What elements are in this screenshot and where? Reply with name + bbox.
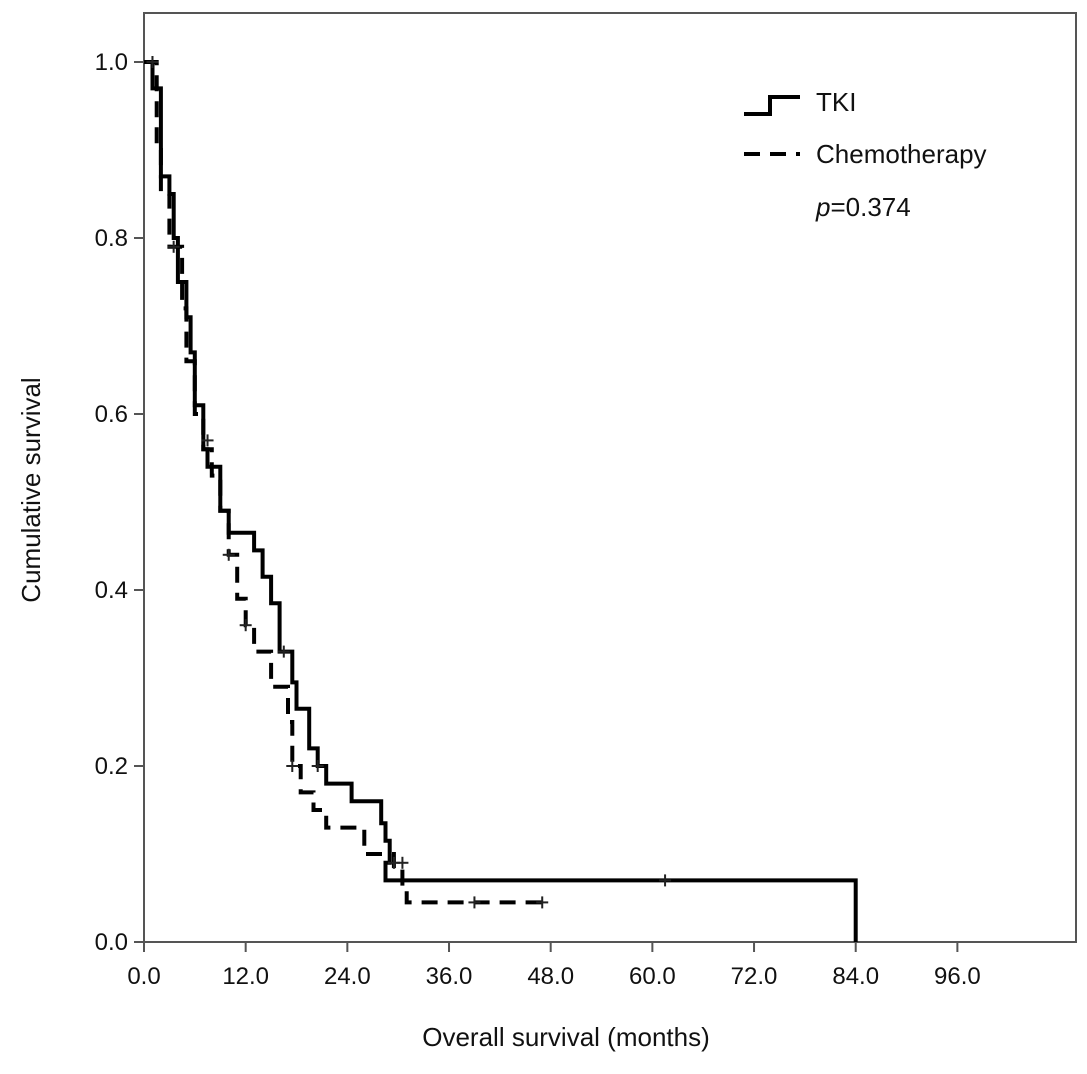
x-tick-label: 24.0 (324, 963, 371, 990)
series-line-chemotherapy (144, 60, 543, 905)
censor-mark-chemotherapy (201, 434, 214, 447)
x-axis: 0.0 12.0 24.0 36.0 48.0 60.0 72.0 84.0 96.0 (127, 942, 981, 990)
y-tick-label: 0.2 (95, 753, 128, 780)
x-tick-label: 12.0 (222, 963, 269, 990)
x-tick-label: 96.0 (934, 963, 981, 990)
x-axis-title: Overall survival (months) (422, 1022, 710, 1052)
x-tick-label: 84.0 (832, 963, 879, 990)
x-tick-label: 60.0 (629, 963, 676, 990)
legend-swatches (744, 95, 800, 156)
y-axis-title: Cumulative survival (16, 377, 46, 602)
censor-marks (146, 56, 672, 909)
plot-frame (143, 12, 1077, 943)
y-tick-label: 0.4 (95, 577, 128, 604)
censor-mark-chemotherapy (222, 548, 235, 561)
p-value-text: =0.374 (830, 192, 910, 222)
p-value-annotation: p=0.374 (815, 192, 911, 222)
x-tick-label: 48.0 (527, 963, 574, 990)
y-tick-label: 0.6 (95, 401, 128, 428)
x-tick-label: 0.0 (127, 963, 160, 990)
y-tick-label: 0.0 (95, 929, 128, 956)
legend-label-chemotherapy: Chemotherapy (816, 139, 987, 169)
censor-mark-chemotherapy (536, 896, 549, 909)
censor-mark-chemotherapy (167, 240, 180, 253)
x-tick-label: 36.0 (426, 963, 473, 990)
series-line-tki (144, 60, 858, 942)
x-tick-label: 72.0 (731, 963, 778, 990)
y-tick-label: 0.8 (95, 225, 128, 252)
censor-mark-chemotherapy (239, 619, 252, 632)
censor-mark-tki (311, 760, 324, 772)
y-tick-label: 1.0 (95, 49, 128, 76)
censor-mark-chemotherapy (396, 856, 409, 869)
censor-mark-tki (659, 874, 672, 887)
censor-mark-chemotherapy (286, 760, 299, 772)
legend: TKI Chemotherapy p=0.374 (744, 87, 987, 222)
censor-mark-tki (277, 645, 290, 658)
p-value-symbol: p (815, 192, 830, 222)
censor-mark-chemotherapy (146, 56, 159, 68)
legend-swatch-tki (744, 95, 800, 116)
y-axis: 0.0 0.2 0.4 0.6 0.8 1.0 (95, 49, 144, 956)
censor-mark-chemotherapy (468, 896, 481, 909)
survival-curves (144, 60, 858, 942)
legend-label-tki: TKI (816, 87, 856, 117)
